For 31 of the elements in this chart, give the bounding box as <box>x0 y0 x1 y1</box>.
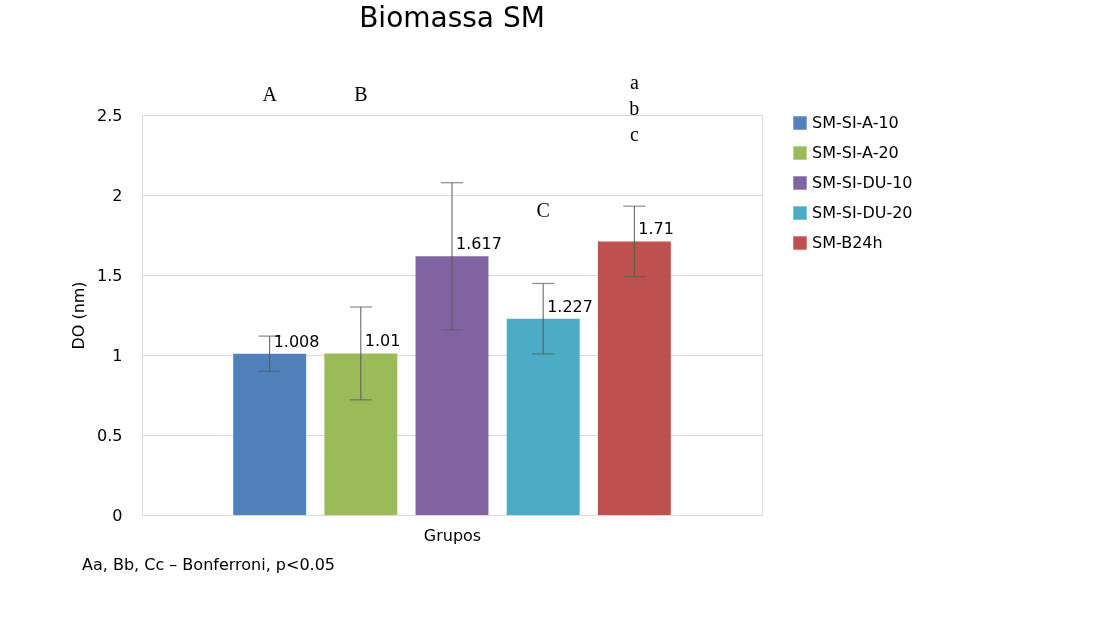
data-label: 1.008 <box>273 331 320 351</box>
y-tick-label: 2 <box>112 185 123 205</box>
bar <box>506 318 580 515</box>
text: B <box>354 83 368 105</box>
data-label: 1.71 <box>638 219 674 239</box>
bar <box>415 256 489 515</box>
legend-label: SM-SI-DU-20 <box>812 203 913 222</box>
y-tick-label: 0.5 <box>97 425 123 445</box>
legend-label: SM-B24h <box>812 233 883 252</box>
text: A <box>262 83 278 105</box>
y-axis-title: DO (nm) <box>69 281 89 350</box>
bar <box>597 241 671 515</box>
y-tick-label: 2.5 <box>97 105 123 125</box>
legend-label: SM-SI-A-20 <box>812 143 899 162</box>
legend-label: SM-SI-DU-10 <box>812 173 913 192</box>
text: a <box>629 71 639 93</box>
data-label: 1.617 <box>456 234 502 254</box>
chart-title: Biomassa SM <box>359 1 545 34</box>
y-tick-label: 1.5 <box>97 265 123 285</box>
annotation: b <box>629 97 640 119</box>
y-tick-label: 1 <box>112 345 123 365</box>
data-label: 1.227 <box>547 296 593 316</box>
annotation: C <box>536 199 550 221</box>
bar <box>324 353 398 515</box>
legend-label: SM-SI-A-10 <box>812 113 899 132</box>
bar <box>233 353 307 515</box>
data-label: 1.01 <box>364 331 401 351</box>
annotation: c <box>629 123 639 145</box>
x-axis-title: Grupos <box>423 525 482 545</box>
text: Aa, Bb, Cc – Bonferroni, p<0.05 <box>82 555 336 574</box>
y-tick-label: 0 <box>112 505 123 525</box>
